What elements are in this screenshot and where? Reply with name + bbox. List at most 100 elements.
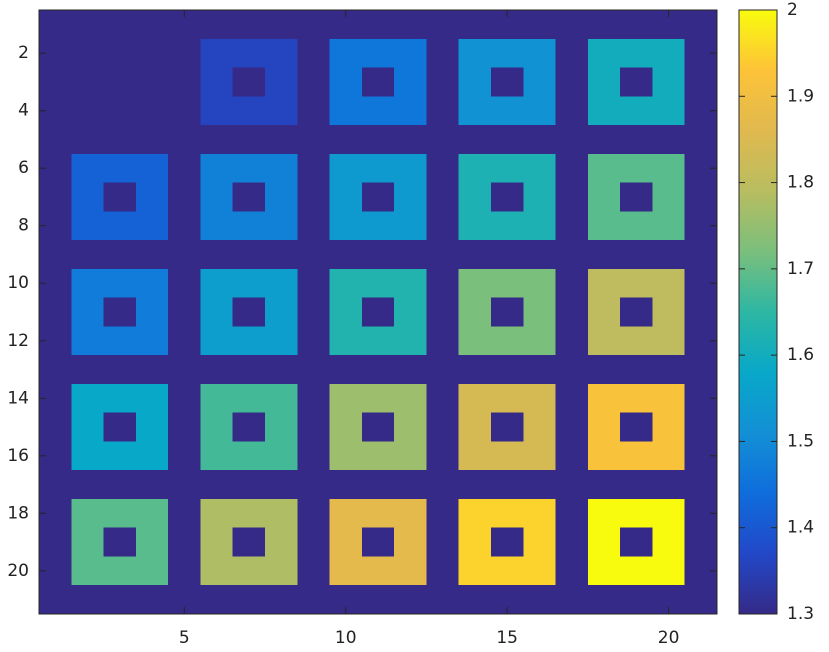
cell — [523, 326, 557, 356]
cell — [458, 498, 492, 529]
cell — [394, 441, 427, 471]
cell — [620, 240, 653, 270]
cell — [652, 153, 686, 184]
cell — [265, 182, 298, 212]
cell — [587, 67, 621, 97]
cell — [587, 240, 621, 270]
cell — [232, 470, 266, 500]
cell — [297, 412, 331, 442]
cell — [39, 67, 72, 97]
cell — [168, 268, 201, 299]
cell — [426, 125, 460, 155]
cell — [103, 441, 137, 471]
cell — [491, 182, 524, 212]
cell — [135, 182, 169, 212]
cell — [103, 412, 137, 442]
cell — [491, 355, 524, 385]
cell — [361, 556, 395, 586]
colorbar-tick-label: 1.8 — [787, 173, 814, 193]
cell — [168, 211, 201, 241]
cell — [587, 412, 621, 442]
cell — [555, 326, 589, 356]
cell — [265, 96, 298, 126]
cell — [329, 67, 363, 97]
cell — [587, 527, 621, 557]
cell — [297, 182, 331, 212]
cell — [103, 527, 137, 557]
cell — [652, 67, 686, 97]
cell — [394, 67, 427, 97]
cell — [684, 412, 718, 442]
cell — [587, 268, 621, 299]
y-tick-label: 16 — [7, 446, 29, 466]
cell — [135, 67, 169, 97]
cell — [491, 268, 524, 299]
cell — [652, 498, 686, 529]
cell — [329, 498, 363, 529]
cell — [491, 326, 524, 356]
cell — [361, 326, 395, 356]
cell — [200, 527, 234, 557]
cell — [523, 10, 557, 40]
cell — [71, 182, 105, 212]
cell — [620, 383, 653, 414]
cell — [523, 498, 557, 529]
cell — [620, 498, 653, 529]
cell — [587, 585, 621, 615]
cell — [135, 297, 169, 327]
cell — [426, 182, 460, 212]
cell — [620, 441, 653, 471]
cell — [297, 153, 331, 184]
cell — [620, 412, 653, 442]
cell — [168, 153, 201, 184]
cell — [555, 527, 589, 557]
cell — [652, 355, 686, 385]
cell — [168, 38, 201, 69]
cell — [426, 470, 460, 500]
cell — [620, 355, 653, 385]
cell — [684, 585, 718, 615]
cell — [491, 240, 524, 270]
cell — [523, 585, 557, 615]
cell — [103, 355, 137, 385]
cell — [394, 38, 427, 69]
cell — [329, 96, 363, 126]
cell — [135, 211, 169, 241]
y-tick-label: 4 — [18, 101, 29, 121]
cell — [652, 211, 686, 241]
cell — [652, 383, 686, 414]
cell — [523, 556, 557, 586]
cell — [265, 498, 298, 529]
cell — [361, 67, 395, 97]
cell — [620, 470, 653, 500]
cell — [265, 297, 298, 327]
cell — [39, 125, 72, 155]
cell — [555, 412, 589, 442]
cell — [458, 355, 492, 385]
cell — [71, 556, 105, 586]
cell — [394, 96, 427, 126]
cell — [361, 153, 395, 184]
cell — [555, 383, 589, 414]
cell — [232, 96, 266, 126]
cell — [555, 10, 589, 40]
cell — [135, 125, 169, 155]
cell — [329, 153, 363, 184]
cell — [71, 240, 105, 270]
cell — [491, 412, 524, 442]
cell — [232, 125, 266, 155]
cell — [232, 556, 266, 586]
cell — [39, 182, 72, 212]
cell — [426, 326, 460, 356]
cell — [620, 297, 653, 327]
cell — [620, 67, 653, 97]
cell — [200, 182, 234, 212]
cell — [200, 240, 234, 270]
cell — [684, 297, 718, 327]
cell — [265, 470, 298, 500]
cell — [39, 297, 72, 327]
cell — [168, 297, 201, 327]
cell — [458, 268, 492, 299]
cell — [297, 585, 331, 615]
cell — [394, 268, 427, 299]
